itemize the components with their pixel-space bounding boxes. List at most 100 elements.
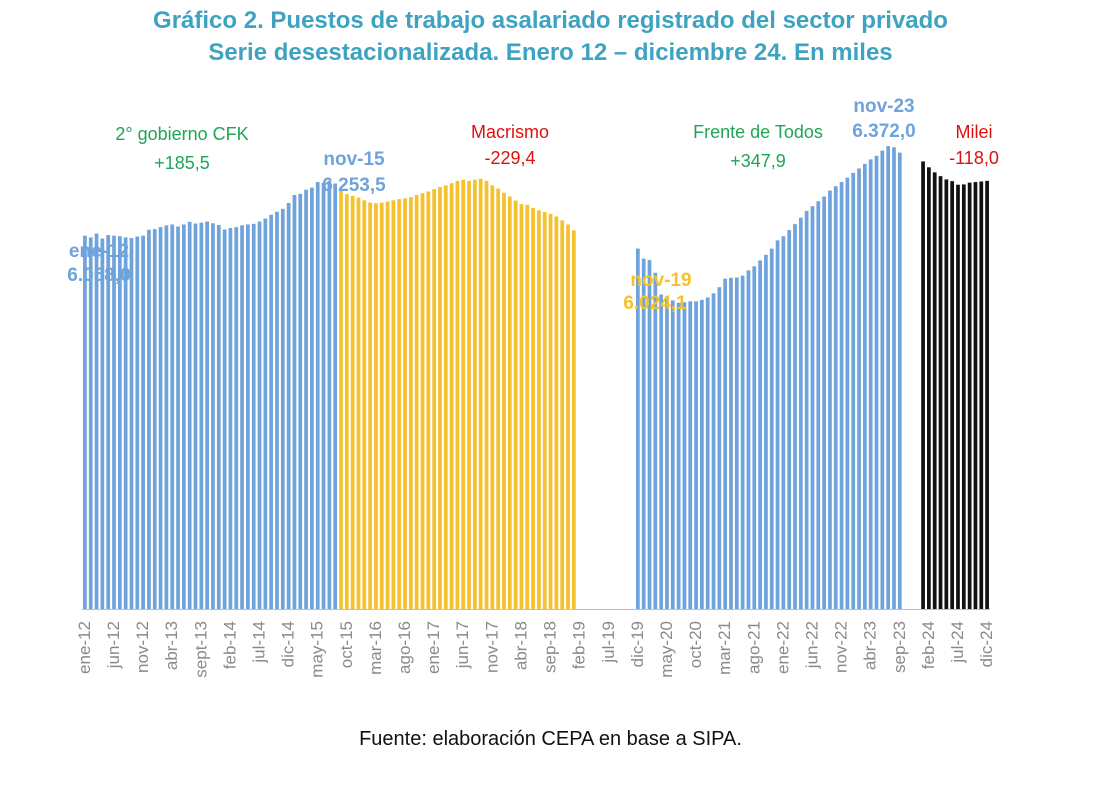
- x-tick-label: dic-24: [977, 621, 996, 667]
- bar-cfk: [327, 180, 332, 609]
- bar-cfk: [112, 235, 116, 609]
- bar-macri: [478, 178, 483, 609]
- bar-fdt: [711, 293, 716, 609]
- bar-fdt: [676, 302, 681, 609]
- x-tick-label: mar-21: [715, 621, 734, 675]
- bar-fdt: [886, 146, 891, 609]
- bar-macri: [403, 198, 407, 609]
- x-tick-label: abr-13: [162, 621, 181, 670]
- bar-fdt: [810, 206, 815, 609]
- x-tick-label: jul-24: [948, 621, 967, 664]
- bar-macri: [391, 200, 396, 609]
- bar-cfk: [152, 229, 157, 610]
- bar-macri: [374, 203, 378, 609]
- bar-macri: [461, 179, 466, 609]
- bar-cfk: [228, 227, 233, 610]
- annotation-start-label: ene-12: [69, 241, 129, 262]
- bar-cfk: [304, 189, 308, 609]
- bar-cfk: [246, 224, 250, 609]
- chart-title: Gráfico 2. Puestos de trabajo asalariado…: [153, 7, 948, 34]
- x-tick-label: jun-22: [803, 621, 822, 669]
- bar-macri: [537, 210, 541, 609]
- bar-macri: [449, 183, 454, 610]
- x-tick-label: nov-17: [482, 621, 501, 673]
- bar-cfk: [94, 233, 99, 609]
- bar-cfk: [123, 237, 128, 609]
- annotation-cfk-peak-value: 6.253,5: [322, 175, 386, 196]
- bar-macri: [473, 179, 477, 609]
- bar-cfk: [257, 221, 262, 609]
- bar-macri: [560, 220, 565, 609]
- annotation-fdt-value: +347,9: [730, 151, 786, 171]
- bar-macri: [420, 193, 425, 610]
- bar-fdt: [729, 277, 733, 609]
- bar-fdt: [647, 260, 652, 609]
- bar-fdt: [670, 300, 675, 609]
- bar-macri: [414, 195, 419, 609]
- bar-macri: [432, 189, 437, 609]
- bar-cfk: [263, 218, 268, 609]
- bar-fdt: [863, 163, 867, 610]
- x-tick-label: jul-19: [599, 621, 618, 664]
- bar-macri: [409, 197, 413, 609]
- bar-macri: [379, 202, 384, 610]
- x-tick-label: jun-12: [104, 621, 123, 669]
- x-tick-label: jun-17: [453, 621, 472, 669]
- bar-fdt: [723, 278, 728, 609]
- bar-macri: [566, 224, 570, 609]
- x-tick-label: feb-24: [919, 621, 938, 669]
- bar-cfk: [280, 208, 285, 609]
- annotation-cfk-peak-label: nov-15: [323, 149, 385, 170]
- x-tick-label: ene-17: [424, 621, 443, 674]
- bar-milei: [961, 184, 966, 609]
- bar-fdt: [828, 190, 832, 609]
- x-tick-label: ago-16: [395, 621, 414, 674]
- bar-fdt: [734, 277, 739, 609]
- bar-milei: [927, 167, 931, 609]
- bar-macri: [362, 200, 367, 609]
- x-tick-label: oct-20: [686, 621, 705, 668]
- bar-cfk: [234, 227, 239, 610]
- bar-cfk: [269, 214, 274, 610]
- bar-milei: [985, 180, 989, 609]
- bar-fdt: [874, 155, 879, 609]
- bar-fdt: [700, 299, 704, 609]
- x-tick-label: nov-22: [832, 621, 851, 673]
- bar-fdt: [665, 298, 669, 609]
- x-tick-label: ago-21: [744, 621, 763, 674]
- bar-cfk: [199, 222, 204, 609]
- x-tick-label: feb-14: [220, 621, 239, 669]
- bar-cfk: [129, 238, 134, 609]
- bar-macri: [443, 185, 448, 610]
- bar-macri: [542, 212, 547, 609]
- bar-macri: [426, 191, 431, 610]
- bar-cfk: [321, 182, 326, 609]
- bar-macri: [385, 201, 390, 610]
- annotation-macri-end-value: 6.024,1: [623, 293, 687, 314]
- bar-fdt: [851, 172, 856, 609]
- bar-fdt: [752, 266, 757, 609]
- bar-cfk: [286, 202, 291, 609]
- bar-cfk: [205, 221, 210, 609]
- annotation-milei-value: -118,0: [949, 148, 999, 168]
- bar-fdt: [682, 302, 687, 609]
- bar-milei: [973, 182, 978, 609]
- x-tick-label: sept-13: [191, 621, 210, 678]
- bar-fdt: [705, 297, 710, 609]
- bar-fdt: [659, 294, 664, 609]
- bar-fdt: [857, 168, 861, 609]
- bar-cfk: [211, 223, 215, 609]
- annotation-fdt-peak-value: 6.372,0: [852, 121, 915, 142]
- bar-fdt: [897, 152, 902, 610]
- bar-macri: [519, 204, 524, 609]
- bar-milei: [967, 182, 972, 609]
- bar-macri: [438, 187, 442, 609]
- x-tick-label: abr-18: [511, 621, 530, 670]
- bar-fdt: [839, 182, 844, 609]
- bar-fdt: [822, 196, 826, 610]
- bar-fdt: [880, 150, 885, 610]
- bar-macri: [571, 230, 576, 609]
- annotation-cfk-label: 2° gobierno CFK: [115, 124, 248, 144]
- x-tick-label: sep-23: [890, 621, 909, 673]
- bar-cfk: [333, 183, 338, 609]
